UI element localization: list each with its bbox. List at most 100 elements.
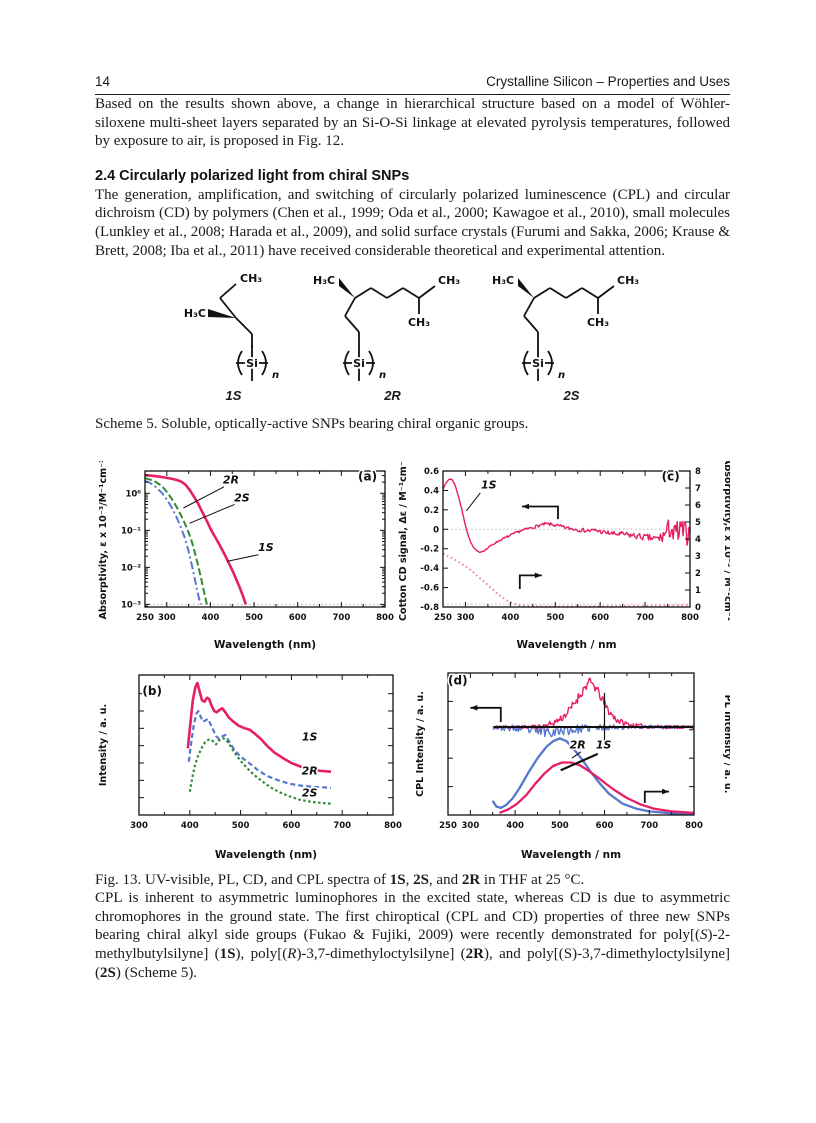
atom-label: CH₃ (587, 316, 609, 329)
section-heading: 2.4 Circularly polarized light from chir… (95, 167, 410, 184)
subscript-n: n (272, 370, 279, 381)
svg-text:400: 400 (181, 821, 199, 831)
svg-text:Wavelength (nm): Wavelength (nm) (214, 639, 316, 651)
svg-text:600: 600 (283, 821, 301, 831)
figure-caption: Fig. 13. UV-visible, PL, CD, and CPL spe… (95, 872, 585, 889)
svg-text:1S: 1S (596, 738, 612, 751)
svg-text:800: 800 (685, 821, 703, 831)
svg-text:2S: 2S (302, 786, 318, 799)
molecule-2r-drawing: H₃C CH₃ CH₃ Si n (313, 274, 460, 382)
svg-text:800: 800 (376, 613, 394, 623)
svg-text:700: 700 (333, 821, 351, 831)
figure13-panel-d: 250 300 400 500 600 700 800 Wavelength / nm CPL … (412, 663, 730, 863)
molecule-1s-drawing: CH₃ H₃C Si n (184, 272, 279, 382)
atom-label: CH₃ (240, 272, 262, 285)
svg-text:7: 7 (695, 484, 701, 494)
svg-text:Intensity / a. u.: Intensity / a. u. (98, 704, 109, 786)
svg-text:0.4: 0.4 (424, 487, 439, 497)
paragraph-cpl-cd: The generation, amplification, and switc… (95, 186, 730, 259)
svg-text:10⁰: 10⁰ (125, 489, 141, 499)
svg-text:10⁻¹: 10⁻¹ (121, 526, 141, 536)
page-header: 14 Crystalline Silicon – Properties and … (95, 74, 730, 95)
atom-label: CH₃ (438, 274, 460, 287)
subscript-n: n (379, 370, 386, 381)
svg-text:2: 2 (695, 569, 701, 579)
silicon-atom: Si (353, 357, 365, 370)
molecule-1s: CH₃ H₃C Si n 1S (166, 268, 301, 403)
svg-text:-0.4: -0.4 (420, 564, 439, 574)
subscript-n: n (558, 370, 565, 381)
svg-text:Wavelength / nm: Wavelength / nm (521, 849, 621, 861)
silicon-atom: Si (532, 357, 544, 370)
atom-label: H₃C (313, 274, 335, 287)
svg-text:0.6: 0.6 (424, 467, 439, 477)
svg-text:600: 600 (591, 613, 609, 623)
svg-text:800: 800 (384, 821, 402, 831)
header-title: Crystalline Silicon – Properties and Use… (486, 74, 730, 89)
svg-text:300: 300 (457, 613, 475, 623)
svg-text:1S: 1S (258, 541, 274, 554)
molecule-2r: H₃C CH₃ CH₃ Si n 2R (305, 268, 480, 403)
svg-text:8: 8 (695, 467, 701, 477)
svg-text:300: 300 (130, 821, 148, 831)
svg-text:0: 0 (433, 525, 439, 535)
atom-label: CH₃ (408, 316, 430, 329)
molecule-2s: H₃C CH₃ CH₃ Si n 2S (484, 268, 659, 403)
figure13-panel-a: 250 300 400 500 600 700 800 10⁰ 10⁻¹ 10⁻² 10⁻³ Wave… (95, 461, 395, 653)
figure13-panel-c: 250 300 400 500 600 700 800 0.6 0.4 0.2 0 -0.2 -0.4-… (395, 461, 730, 653)
molecule-label: 2R (384, 388, 401, 404)
svg-text:6: 6 (695, 501, 701, 511)
svg-text:PL Intensity / a. u.: PL Intensity / a. u. (722, 695, 730, 794)
svg-text:0.2: 0.2 (424, 506, 439, 516)
svg-text:Absorptivity, ε x 10⁻³/M⁻¹cm⁻¹: Absorptivity, ε x 10⁻³/M⁻¹cm⁻¹ (98, 461, 109, 619)
page-number: 14 (95, 74, 111, 89)
paragraph-intro: Based on the results shown above, a chan… (95, 96, 730, 150)
svg-text:3: 3 (695, 552, 701, 562)
scheme-5: CH₃ H₃C Si n 1S H₃C (95, 268, 730, 403)
svg-text:700: 700 (636, 613, 654, 623)
svg-text:2R: 2R (302, 764, 318, 777)
svg-text:800: 800 (681, 613, 699, 623)
svg-text:500: 500 (546, 613, 564, 623)
svg-text:Wavelength (nm): Wavelength (nm) (215, 849, 317, 861)
svg-text:10⁻³: 10⁻³ (121, 601, 141, 611)
molecule-2s-drawing: H₃C CH₃ CH₃ Si n (492, 274, 639, 382)
svg-text:300: 300 (158, 613, 176, 623)
molecule-label: 1S (225, 388, 242, 404)
scheme-caption: Scheme 5. Soluble, optically-active SNPs… (95, 416, 529, 433)
svg-text:0: 0 (695, 603, 701, 613)
svg-text:-0.2: -0.2 (420, 545, 439, 555)
svg-text:(a): (a) (358, 470, 377, 484)
svg-text:700: 700 (640, 821, 658, 831)
svg-text:400: 400 (501, 613, 519, 623)
svg-text:400: 400 (202, 613, 220, 623)
svg-text:500: 500 (245, 613, 263, 623)
svg-text:(c): (c) (662, 470, 680, 484)
svg-text:10⁻²: 10⁻² (121, 564, 141, 574)
svg-text:4: 4 (695, 535, 701, 545)
svg-text:600: 600 (289, 613, 307, 623)
svg-text:CPL Intensity / a. u.: CPL Intensity / a. u. (415, 691, 426, 797)
svg-text:600: 600 (596, 821, 614, 831)
svg-text:1S: 1S (481, 479, 497, 492)
svg-text:2S: 2S (234, 492, 250, 505)
molecule-label: 2S (563, 388, 580, 404)
figure13-panel-b: 300 400 500 600 700 800 Wavelength (nm) Intensi… (95, 663, 405, 863)
svg-text:(b): (b) (142, 684, 162, 698)
svg-text:250: 250 (434, 613, 452, 623)
svg-text:250: 250 (136, 613, 154, 623)
atom-label: H₃C (492, 274, 514, 287)
svg-text:Wavelength / nm: Wavelength / nm (516, 639, 616, 651)
svg-text:2R: 2R (570, 738, 586, 751)
atom-label: H₃C (184, 307, 206, 320)
svg-text:1S: 1S (302, 730, 318, 743)
svg-text:300: 300 (461, 821, 479, 831)
svg-text:2R: 2R (223, 474, 239, 487)
svg-text:500: 500 (232, 821, 250, 831)
svg-text:-0.6: -0.6 (420, 584, 439, 594)
svg-text:5: 5 (695, 518, 701, 528)
svg-text:500: 500 (551, 821, 569, 831)
svg-text:250: 250 (439, 821, 457, 831)
svg-text:(d): (d) (448, 674, 468, 688)
svg-text:1: 1 (695, 586, 701, 596)
